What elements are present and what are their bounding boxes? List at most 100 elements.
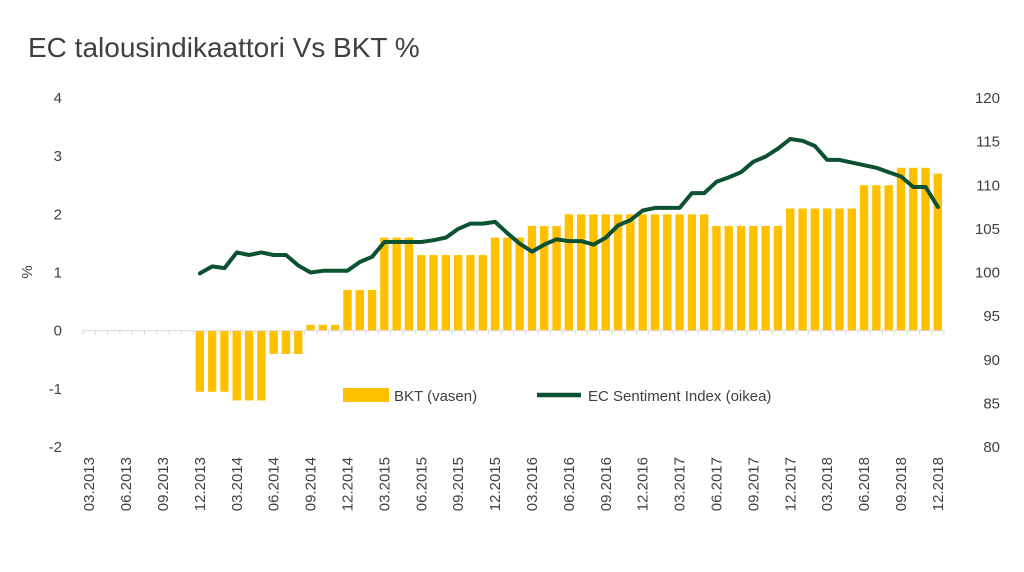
bkt-bar: [503, 237, 512, 331]
x-tick-label: 03.2017: [672, 457, 689, 511]
x-tick-label: 06.2017: [708, 457, 725, 511]
left-y-axis-title: %: [19, 265, 36, 278]
sentiment-line-layer: [197, 137, 940, 276]
bkt-bar: [859, 185, 869, 331]
bkt-bar: [761, 225, 770, 331]
bkt-bar: [257, 330, 266, 401]
bkt-bar: [613, 214, 623, 331]
bkt-bar: [699, 214, 709, 331]
x-tick-label: 03.2013: [81, 457, 98, 511]
right-y-tick-label: 85: [983, 395, 1000, 412]
right-y-tick-label: 115: [976, 134, 1000, 151]
x-tick-label: 06.2016: [561, 457, 578, 511]
bkt-bars: [195, 167, 943, 401]
bkt-bar: [232, 330, 241, 401]
bkt-bar: [367, 289, 377, 331]
bkt-bar: [244, 330, 254, 401]
bkt-bar: [872, 185, 881, 331]
sentiment-line: [197, 137, 940, 276]
left-y-tick-label: 3: [54, 148, 62, 165]
left-y-tick-label: 4: [54, 90, 62, 107]
x-tick-label: 12.2018: [930, 457, 947, 511]
bkt-bar: [392, 237, 401, 331]
x-tick-label: 12.2013: [192, 457, 209, 511]
x-tick-label: 09.2014: [303, 457, 320, 511]
right-y-tick-label: 120: [975, 90, 1000, 107]
x-tick-label: 03.2014: [229, 457, 246, 511]
right-y-tick-label: 80: [983, 439, 1000, 456]
bkt-bar: [749, 225, 758, 331]
left-y-tick-label: 0: [54, 323, 62, 340]
x-tick-label: 12.2016: [635, 457, 652, 511]
bkt-bar: [281, 330, 291, 354]
bkt-bar: [306, 324, 315, 331]
x-tick-label: 09.2018: [893, 457, 910, 511]
bkt-bar: [318, 324, 328, 331]
right-y-tick-label: 100: [975, 265, 1000, 282]
bkt-bar: [835, 208, 844, 331]
bkt-bar: [220, 330, 229, 392]
bkt-bar: [724, 225, 733, 331]
bkt-bar: [847, 208, 856, 331]
left-y-axis-labels: 4 3 2 1 0 -1 -2: [49, 90, 62, 456]
bkt-bar: [773, 225, 783, 331]
bkt-bar: [663, 214, 672, 331]
x-tick-label: 03.2015: [376, 457, 393, 511]
bkt-bar: [810, 208, 820, 331]
chart-title: EC talousindikaattori Vs BKT %: [28, 32, 420, 63]
bkt-bar: [330, 324, 340, 331]
bkt-bar: [417, 255, 426, 331]
bkt-bar: [552, 225, 561, 331]
legend-label-sentiment: EC Sentiment Index (oikea): [588, 388, 771, 405]
bkt-bar: [626, 214, 635, 331]
bkt-bar: [294, 330, 303, 354]
bkt-bar: [884, 185, 893, 331]
bkt-bar: [355, 289, 364, 331]
legend: BKT (vasen) EC Sentiment Index (oikea): [343, 388, 771, 405]
x-tick-label: 12.2017: [782, 457, 799, 511]
bkt-bar: [601, 214, 610, 331]
x-tick-label: 06.2014: [266, 457, 283, 511]
bkt-bar: [921, 167, 930, 331]
bkt-bar: [712, 225, 721, 331]
bkt-bar: [798, 208, 807, 331]
right-y-axis-labels: 120 115 110 105 100 95 90 85 80: [975, 90, 1000, 456]
x-tick-label: 06.2013: [118, 457, 135, 511]
bkt-bar: [675, 214, 684, 331]
right-y-tick-label: 110: [976, 177, 1000, 194]
bkt-bar: [404, 237, 414, 331]
bkt-bar: [736, 225, 746, 331]
bkt-bar: [576, 214, 586, 331]
bkt-bar: [687, 214, 697, 331]
left-y-tick-label: -2: [49, 439, 62, 456]
bkt-bar: [527, 225, 537, 331]
bkt-bar: [380, 237, 389, 331]
x-tick-label: 09.2017: [745, 457, 762, 511]
left-y-tick-label: -1: [49, 381, 62, 398]
bkt-bar: [195, 330, 205, 392]
x-tick-label: 09.2015: [450, 457, 467, 511]
x-tick-label: 03.2016: [524, 457, 541, 511]
x-tick-label: 09.2013: [155, 457, 172, 511]
bkt-bar: [515, 237, 524, 331]
right-y-tick-label: 105: [975, 221, 1000, 238]
bkt-bar: [453, 255, 463, 331]
bkt-bar: [786, 208, 795, 331]
bkt-bar: [822, 208, 832, 331]
bkt-bar: [650, 214, 660, 331]
left-y-tick-label: 1: [54, 265, 62, 282]
x-axis: [82, 330, 945, 335]
x-tick-label: 09.2016: [598, 457, 615, 511]
bkt-bar: [343, 289, 352, 331]
x-tick-label: 12.2014: [339, 457, 356, 511]
left-y-tick-label: 2: [54, 206, 62, 223]
x-axis-labels: 03.2013 06.2013 09.2013 12.2013 03.2014 06.20…: [81, 457, 947, 511]
bkt-bar: [933, 173, 943, 331]
right-y-tick-label: 90: [983, 352, 1000, 369]
bkt-bar: [466, 255, 475, 331]
bkt-bar: [564, 214, 574, 331]
bkt-bar: [441, 255, 451, 331]
bkt-bar: [478, 255, 487, 331]
x-tick-label: 06.2015: [413, 457, 430, 511]
